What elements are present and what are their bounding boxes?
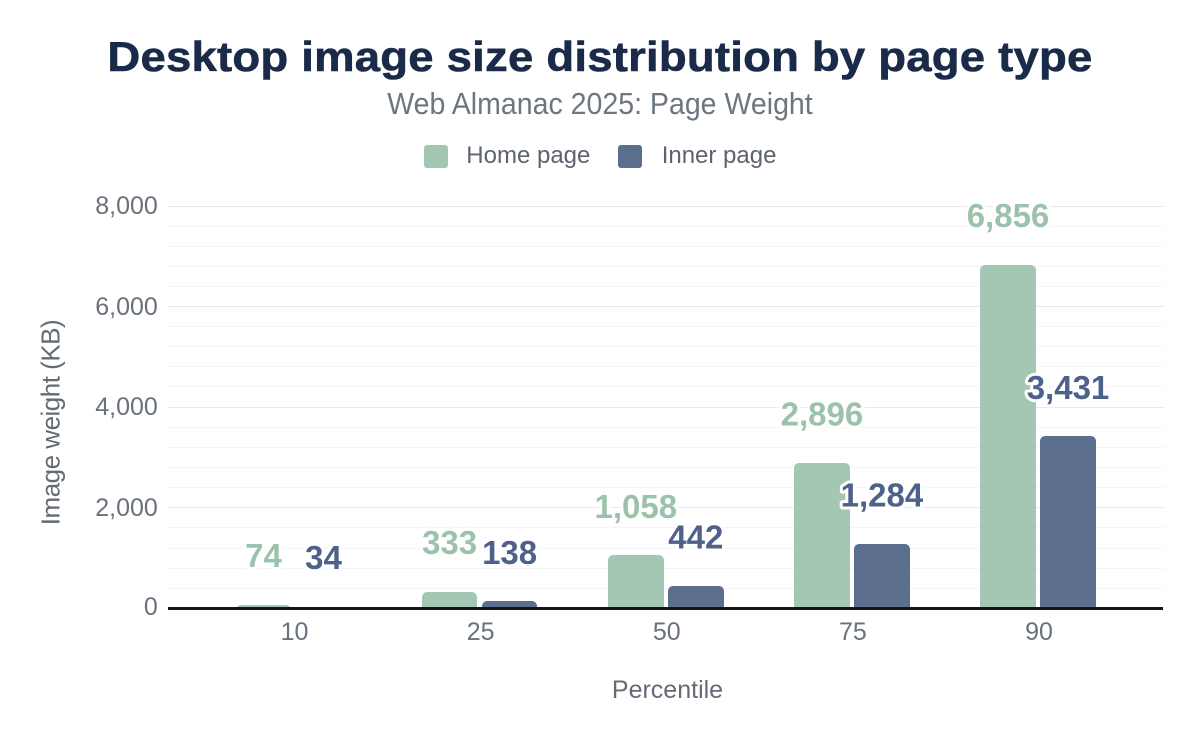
- svg-text:74: 74: [245, 537, 282, 574]
- svg-text:6,856: 6,856: [967, 197, 1050, 234]
- svg-text:138: 138: [482, 534, 537, 571]
- svg-text:333: 333: [422, 524, 477, 561]
- svg-text:442: 442: [668, 519, 723, 556]
- svg-text:1,284: 1,284: [841, 476, 924, 513]
- svg-text:3,431: 3,431: [1027, 369, 1110, 406]
- svg-text:2,896: 2,896: [781, 396, 864, 433]
- svg-text:1,058: 1,058: [595, 488, 678, 525]
- svg-text:34: 34: [305, 539, 342, 576]
